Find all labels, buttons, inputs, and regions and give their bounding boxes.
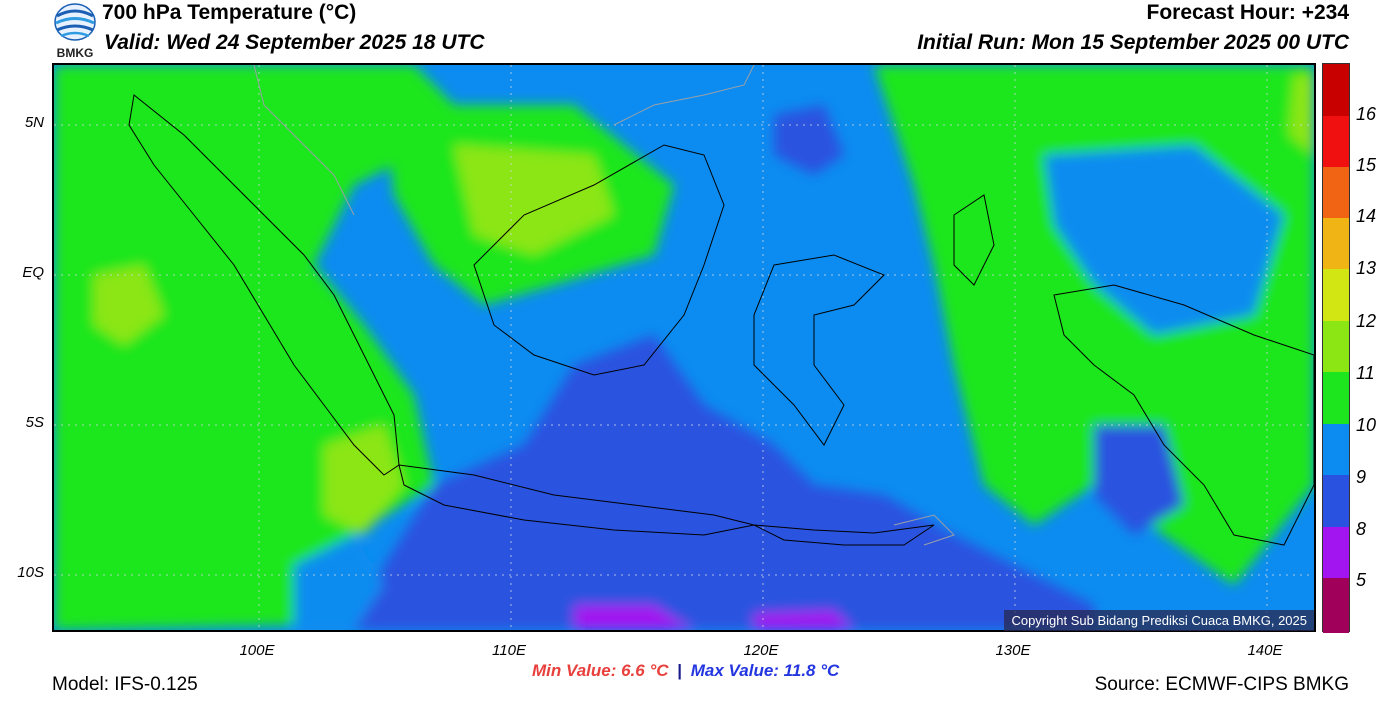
lat-label-5s: 5S [25,414,44,431]
colorbar-seg-10 [1323,424,1349,475]
min-value: Min Value: 6.6 °C [532,661,669,680]
min-max-readout: Min Value: 6.6 °C | Max Value: 11.8 °C [532,661,839,681]
lat-label-10s: 10S [17,564,44,581]
bmkg-logo: BMKG [52,2,98,60]
colorbar-seg-11 [1323,372,1349,424]
colorbar-seg-16 [1323,116,1349,167]
lon-label-110e: 110E [492,642,526,659]
colorbar-label-11: 11 [1356,363,1375,383]
source-label: Source: ECMWF-CIPS BMKG [1094,674,1349,695]
lon-label-100e: 100E [239,642,275,659]
colorbar-seg-17 [1323,64,1349,116]
colorbar [1322,63,1350,633]
colorbar-seg-15 [1323,167,1349,218]
colorbar-seg-12 [1323,321,1349,372]
colorbar-seg-13 [1323,269,1349,321]
colorbar-label-15: 15 [1356,155,1377,175]
lat-label-eq: EQ [22,264,44,281]
svg-text:BMKG: BMKG [57,46,94,60]
value-separator: | [677,661,683,680]
initial-run: Initial Run: Mon 15 September 2025 00 UT… [917,31,1349,54]
bmkg-logo-icon: BMKG [54,3,96,60]
colorbar-label-9: 9 [1356,467,1367,487]
colorbar-seg-5 [1323,578,1349,633]
colorbar-label-10: 10 [1356,415,1377,435]
temperature-map [52,63,1316,632]
colorbar-label-8: 8 [1356,519,1367,539]
colorbar-seg-9 [1323,475,1349,527]
map-title: 700 hPa Temperature (°C) [102,1,357,24]
temperature-field [54,65,1314,630]
lat-label-5n: 5N [24,114,44,131]
model-label: Model: IFS-0.125 [52,674,198,695]
valid-time: Valid: Wed 24 September 2025 18 UTC [104,31,485,54]
copyright-notice: Copyright Sub Bidang Prediksi Cuaca BMKG… [1004,610,1314,631]
colorbar-seg-8 [1323,527,1349,578]
colorbar-label-16: 16 [1356,104,1377,124]
colorbar-label-14: 14 [1356,206,1377,226]
max-value: Max Value: 11.8 °C [690,661,840,680]
colorbar-label-5: 5 [1356,570,1367,590]
forecast-hour: Forecast Hour: +234 [1146,1,1350,24]
lon-label-140e: 140E [1247,642,1283,659]
lon-label-130e: 130E [995,642,1031,659]
lon-label-120e: 120E [743,642,779,659]
colorbar-label-13: 13 [1356,258,1377,278]
colorbar-label-12: 12 [1356,311,1377,331]
colorbar-seg-14 [1323,218,1349,269]
